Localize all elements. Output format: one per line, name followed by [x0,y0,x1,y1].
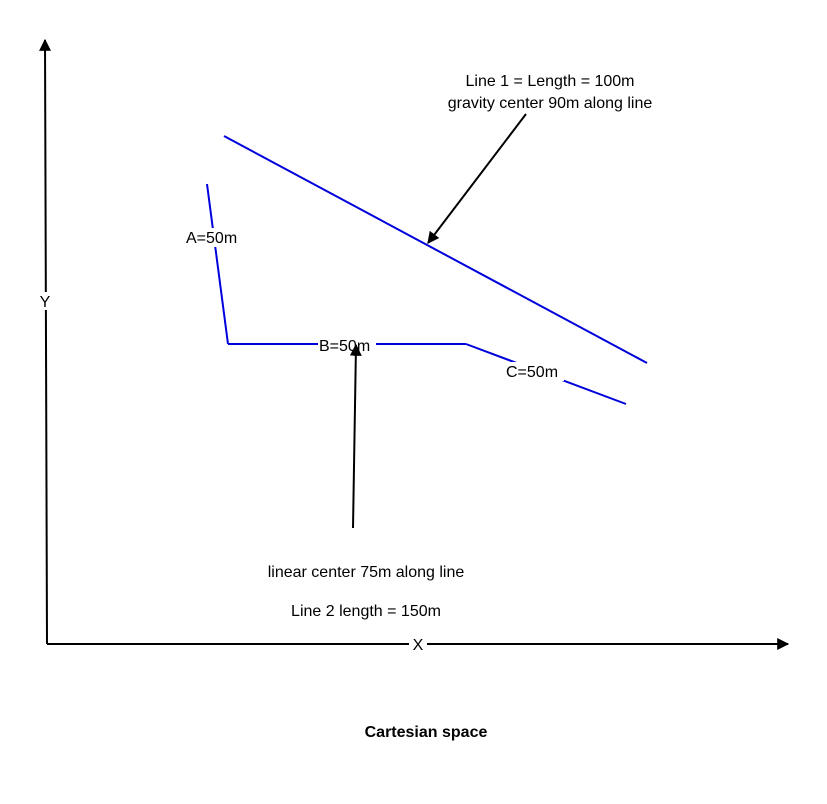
line-2-center-label: linear center 75m along line [268,564,465,581]
segment-b-label: B=50m [319,338,370,355]
line-2-length-label: Line 2 length = 150m [291,603,441,620]
segment-a [206,183,229,345]
line-1: Line 1 = Length = 100m gravity center 90… [223,73,653,364]
line-1-length-label: Line 1 = Length = 100m [465,73,634,90]
line-2-center-arrow [349,343,362,529]
x-axis-label: X [413,637,424,654]
line-2: A=50m B=50m C=50m linear center 75m alon… [184,183,627,620]
y-axis [39,38,52,645]
line-1-gravity-arrow [427,113,527,244]
line-1-segment [223,135,648,364]
segment-a-label: A=50m [186,230,237,247]
segment-c-label: C=50m [506,364,558,381]
line-1-gravity-label: gravity center 90m along line [448,95,653,112]
diagram-caption: Cartesian space [365,724,488,741]
axes: Y X [36,38,790,654]
y-axis-label: Y [40,294,51,311]
